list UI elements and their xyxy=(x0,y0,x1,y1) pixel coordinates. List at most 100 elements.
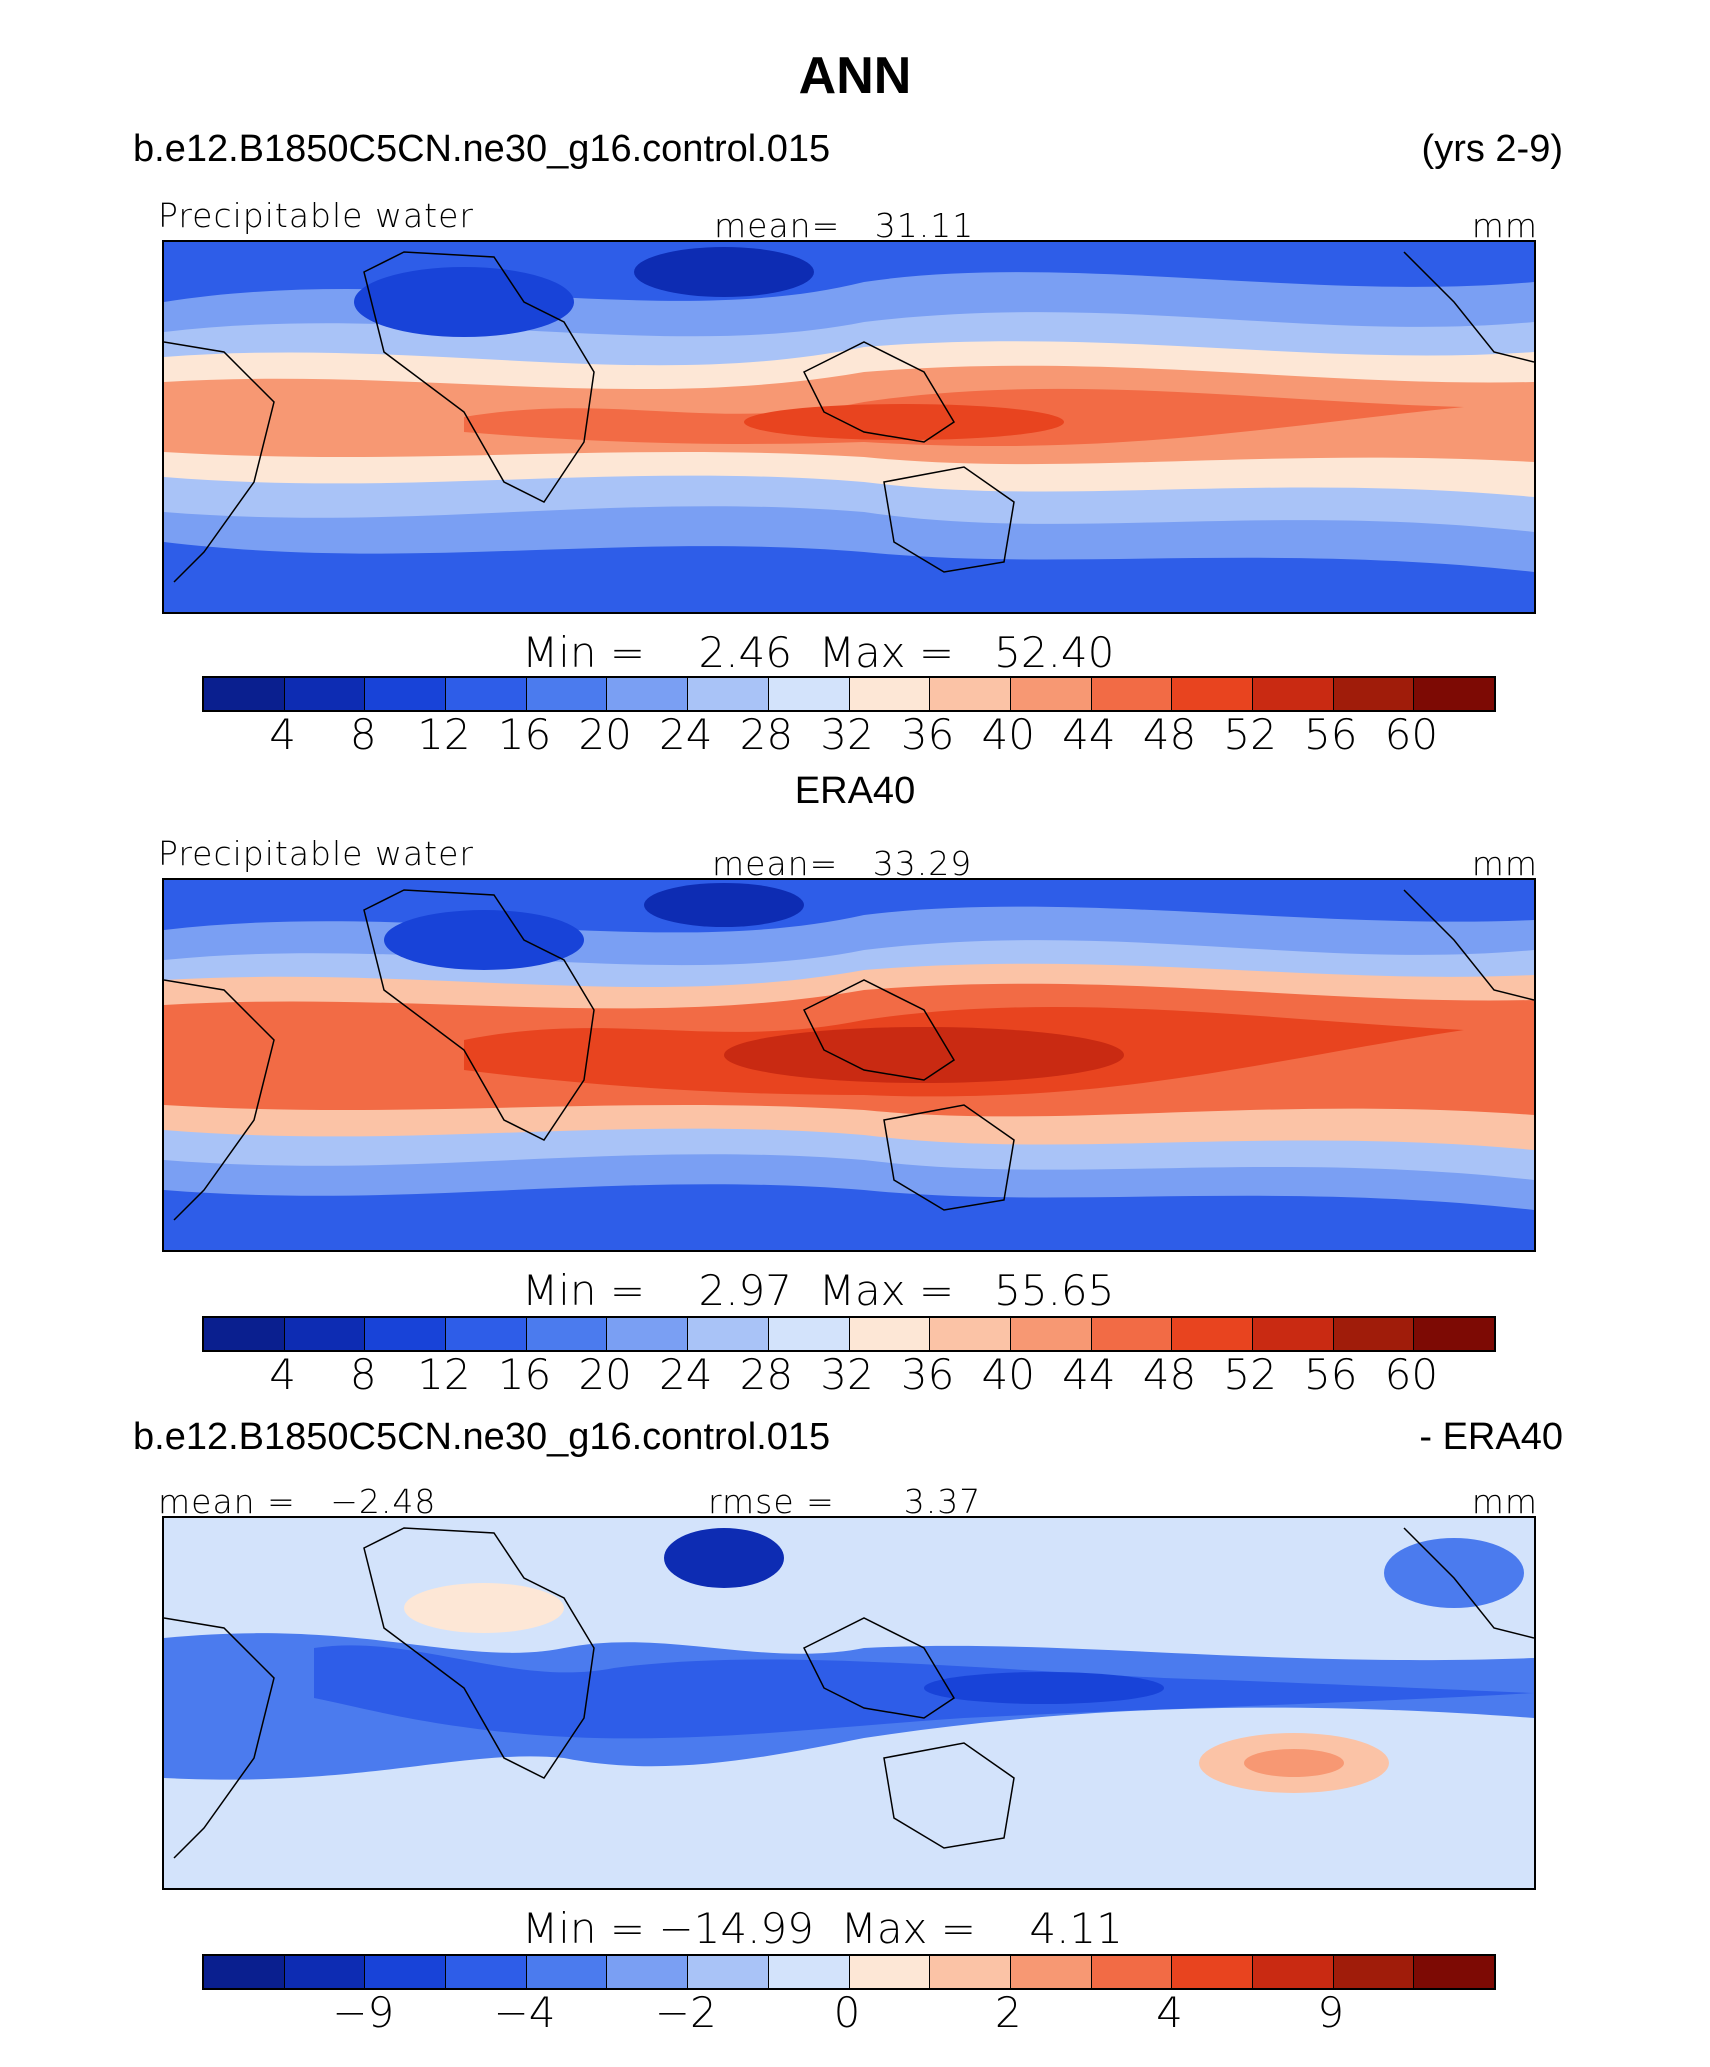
diff-mean-label: mean = −2.48 xyxy=(158,1482,437,1521)
mean-value: 33.29 xyxy=(872,844,973,883)
colorbar-swatch xyxy=(1010,1956,1092,1988)
colorbar-tick-label: 56 xyxy=(1304,710,1358,759)
colorbar-swatch xyxy=(204,1956,285,1988)
mean-value: 31.11 xyxy=(874,206,975,245)
colorbar-swatch xyxy=(1333,1318,1415,1350)
max-value: 4.11 xyxy=(1029,1904,1123,1953)
units-label: mm xyxy=(1471,206,1538,245)
colorbar-swatch xyxy=(1333,1956,1415,1988)
colorbar-ticks-diff: −9 −4 −2 0 2 4 9 xyxy=(202,1988,1492,2038)
colorbar-swatch xyxy=(1010,1318,1092,1350)
colorbar-swatch xyxy=(1252,1318,1334,1350)
colorbar-swatch xyxy=(446,1956,527,1988)
colorbar-swatch xyxy=(1172,678,1253,710)
units-label: mm xyxy=(1471,844,1538,883)
colorbar-tick-label: 40 xyxy=(981,710,1035,759)
colorbar-swatch xyxy=(1252,678,1334,710)
colorbar-swatch xyxy=(768,1956,850,1988)
colorbar-tick-label: −9 xyxy=(332,1988,395,2037)
min-max-label: Min = 2.97 Max = 55.65 xyxy=(522,1266,1115,1315)
precipitable-water-map-obs xyxy=(164,880,1534,1250)
colorbar-swatch xyxy=(1091,678,1173,710)
min-value: −14.99 xyxy=(658,1904,814,1953)
precipitable-water-difference-map xyxy=(164,1518,1534,1888)
years-label: (yrs 2-9) xyxy=(1421,128,1563,170)
units-label: mm xyxy=(1471,1482,1538,1521)
colorbar-swatch xyxy=(1091,1956,1173,1988)
colorbar-swatch xyxy=(446,678,527,710)
colorbar-diff xyxy=(202,1954,1496,1990)
colorbar-swatch xyxy=(1252,1956,1334,1988)
colorbar-swatch xyxy=(688,678,769,710)
mean-label: mean= 33.29 xyxy=(712,844,973,883)
colorbar-swatch xyxy=(1414,1318,1494,1350)
colorbar-tick-label: 2 xyxy=(994,1988,1022,2037)
colorbar-tick-label: 52 xyxy=(1223,1350,1277,1399)
colorbar-swatch xyxy=(768,1318,850,1350)
colorbar-swatch xyxy=(607,678,689,710)
colorbar-tick-label: 44 xyxy=(1062,1350,1116,1399)
colorbar-tick-label: 52 xyxy=(1223,710,1277,759)
colorbar-swatch xyxy=(365,1318,447,1350)
colorbar-tick-label: −2 xyxy=(654,1988,717,2037)
colorbar-tick-label: 28 xyxy=(739,710,794,759)
variable-label: Precipitable water xyxy=(158,196,474,235)
colorbar-swatch xyxy=(1010,678,1092,710)
min-value: 2.46 xyxy=(698,628,792,677)
colorbar-swatch xyxy=(526,678,608,710)
colorbar-ticks-obs: 4 8 12 16 20 24 28 32 36 40 44 48 52 56 60 xyxy=(202,1350,1492,1400)
colorbar-tick-label: 56 xyxy=(1304,1350,1358,1399)
colorbar-tick-label: −4 xyxy=(493,1988,556,2037)
colorbar-swatch xyxy=(688,1956,769,1988)
colorbar-swatch xyxy=(849,1956,931,1988)
colorbar-tick-label: 28 xyxy=(739,1350,794,1399)
min-max-label: Min = 2.46 Max = 52.40 xyxy=(522,628,1115,677)
colorbar-tick-label: 44 xyxy=(1062,710,1116,759)
map-panel-model xyxy=(162,240,1536,614)
colorbar-tick-label: 8 xyxy=(349,710,377,759)
colorbar-tick-label: 9 xyxy=(1317,1988,1345,2037)
colorbar-swatch xyxy=(1414,678,1494,710)
colorbar-tick-label: 8 xyxy=(349,1350,377,1399)
colorbar-tick-label: 48 xyxy=(1142,1350,1197,1399)
min-max-label: Min = −14.99 Max = 4.11 xyxy=(522,1904,1123,1953)
colorbar-tick-label: 20 xyxy=(578,1350,632,1399)
min-value: 2.97 xyxy=(698,1266,792,1315)
colorbar-tick-label: 60 xyxy=(1384,1350,1439,1399)
colorbar-swatch xyxy=(930,678,1011,710)
colorbar-swatch xyxy=(204,1318,285,1350)
rmse-label: rmse = 3.37 xyxy=(708,1482,982,1521)
colorbar-tick-label: 12 xyxy=(417,710,471,759)
colorbar-swatch xyxy=(1091,1318,1173,1350)
max-value: 52.40 xyxy=(994,628,1115,677)
figure-title: ANN xyxy=(798,47,912,105)
colorbar-swatch xyxy=(365,1956,447,1988)
colorbar-tick-label: 32 xyxy=(820,710,874,759)
colorbar-swatch xyxy=(284,1956,366,1988)
colorbar-model xyxy=(202,676,1496,712)
colorbar-swatch xyxy=(607,1318,689,1350)
colorbar-tick-label: 0 xyxy=(833,1988,861,2037)
colorbar-swatch xyxy=(768,678,850,710)
obs-title: ERA40 xyxy=(794,770,916,812)
colorbar-tick-label: 24 xyxy=(659,1350,713,1399)
colorbar-tick-label: 4 xyxy=(269,1350,296,1399)
colorbar-swatch xyxy=(688,1318,769,1350)
colorbar-tick-label: 32 xyxy=(820,1350,874,1399)
case-name-label: b.e12.B1850C5CN.ne30_g16.control.015 xyxy=(133,128,831,170)
rmse-value: 3.37 xyxy=(903,1482,982,1521)
minus-era40-label: - ERA40 xyxy=(1419,1416,1563,1458)
colorbar-swatch xyxy=(526,1956,608,1988)
colorbar-swatch xyxy=(849,1318,931,1350)
colorbar-tick-label: 20 xyxy=(578,710,632,759)
max-value: 55.65 xyxy=(994,1266,1115,1315)
colorbar-swatch xyxy=(1414,1956,1494,1988)
colorbar-tick-label: 36 xyxy=(900,710,955,759)
colorbar-swatch xyxy=(1172,1956,1253,1988)
colorbar-swatch xyxy=(284,1318,366,1350)
colorbar-tick-label: 4 xyxy=(269,710,296,759)
colorbar-swatch xyxy=(365,678,447,710)
colorbar-ticks-model: 4 8 12 16 20 24 28 32 36 40 44 48 52 56 60 xyxy=(202,710,1492,760)
colorbar-swatch xyxy=(849,678,931,710)
mean-value: −2.48 xyxy=(330,1482,437,1521)
